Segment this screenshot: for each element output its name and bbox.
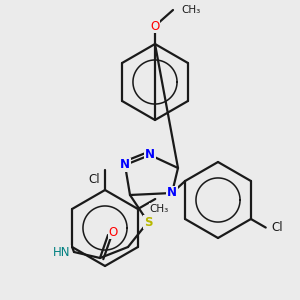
Text: CH₃: CH₃ [150, 204, 169, 214]
Text: HN: HN [52, 245, 70, 259]
Text: N: N [120, 158, 130, 172]
Text: Cl: Cl [272, 221, 283, 234]
Text: N: N [145, 148, 155, 161]
Text: O: O [108, 226, 118, 238]
Text: CH₃: CH₃ [181, 5, 200, 15]
Text: Cl: Cl [88, 173, 100, 186]
Text: N: N [167, 187, 177, 200]
Text: O: O [150, 20, 160, 32]
Text: S: S [144, 215, 152, 229]
